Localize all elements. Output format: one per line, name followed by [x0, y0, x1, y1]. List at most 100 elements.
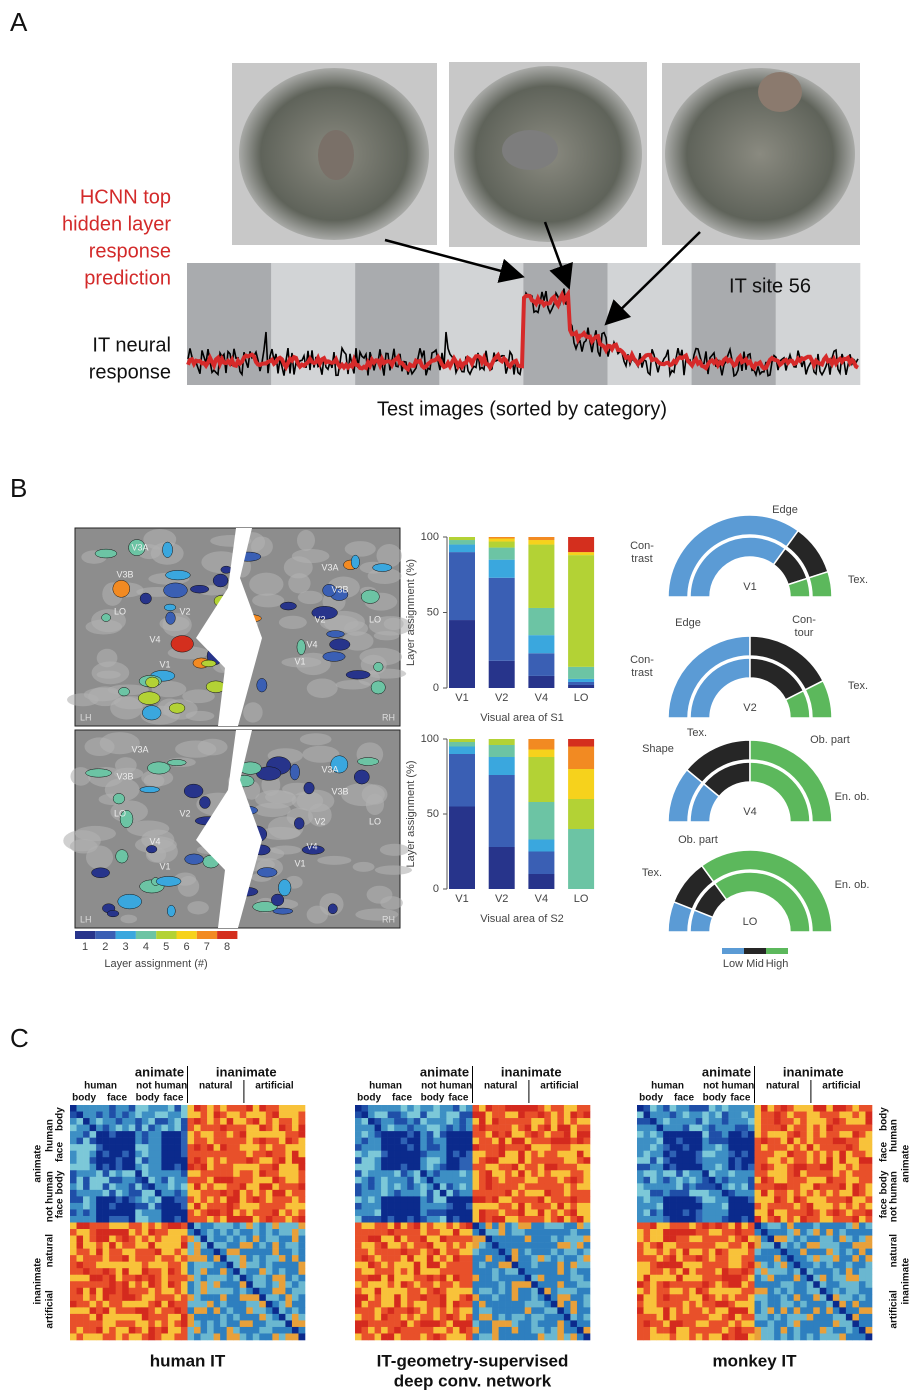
matrix-cell — [865, 1320, 872, 1327]
matrix-cell — [148, 1177, 155, 1184]
matrix-cell — [174, 1236, 181, 1243]
matrix-cell — [298, 1157, 305, 1164]
matrix-cell — [702, 1307, 709, 1314]
matrix-cell — [142, 1138, 149, 1145]
matrix-cell — [388, 1216, 395, 1223]
matrix-cell — [459, 1320, 466, 1327]
matrix-cell — [813, 1112, 820, 1119]
matrix-cell — [768, 1223, 775, 1230]
matrix-cell — [525, 1138, 532, 1145]
matrix-cell — [433, 1320, 440, 1327]
matrix-cell — [755, 1333, 762, 1340]
matrix-cell — [279, 1105, 286, 1112]
matrix-cell — [70, 1223, 77, 1230]
matrix-cell — [368, 1190, 375, 1197]
matrix-cell — [735, 1242, 742, 1249]
matrix-cell — [148, 1242, 155, 1249]
matrix-cell — [161, 1242, 168, 1249]
matrix-cell — [122, 1301, 129, 1308]
matrix-cell — [375, 1144, 382, 1151]
matrix-cell — [676, 1170, 683, 1177]
matrix-cell — [362, 1275, 369, 1282]
matrix-cell — [233, 1333, 240, 1340]
matrix-cell — [637, 1144, 644, 1151]
matrix-cell — [201, 1216, 208, 1223]
activation-blob — [138, 692, 160, 705]
matrix-cell — [201, 1294, 208, 1301]
matrix-cell — [259, 1223, 266, 1230]
matrix-cell — [820, 1275, 827, 1282]
matrix-cell — [663, 1301, 670, 1308]
matrix-cell — [285, 1183, 292, 1190]
matrix-cell — [188, 1281, 195, 1288]
matrix-cell — [735, 1144, 742, 1151]
matrix-cell — [479, 1138, 486, 1145]
matrix-cell — [800, 1170, 807, 1177]
matrix-cell — [285, 1125, 292, 1132]
matrix-cell — [570, 1281, 577, 1288]
matrix-cell — [401, 1249, 408, 1256]
matrix-cell — [538, 1223, 545, 1230]
activation-blob — [373, 564, 392, 572]
matrix-cell — [188, 1294, 195, 1301]
matrix-cell — [207, 1138, 214, 1145]
matrix-cell — [761, 1307, 768, 1314]
matrix-cell — [433, 1268, 440, 1275]
matrix-cell — [388, 1294, 395, 1301]
matrix-cell — [446, 1333, 453, 1340]
matrix-cell — [735, 1301, 742, 1308]
feature-label: Ob. part — [810, 734, 850, 746]
matrix-cell — [813, 1229, 820, 1236]
matrix-cell — [473, 1333, 480, 1340]
matrix-cell — [722, 1157, 729, 1164]
matrix-cell — [787, 1327, 794, 1334]
matrix-cell — [807, 1320, 814, 1327]
matrix-cell — [551, 1177, 558, 1184]
matrix-cell — [233, 1177, 240, 1184]
bar-segment — [489, 537, 515, 539]
matrix-cell — [544, 1209, 551, 1216]
matrix-cell — [181, 1177, 188, 1184]
matrix-cell — [414, 1112, 421, 1119]
matrix-cell — [676, 1288, 683, 1295]
matrix-cell — [852, 1288, 859, 1295]
matrix-cell — [388, 1333, 395, 1340]
group-label: natural — [45, 1234, 56, 1268]
matrix-cell — [813, 1203, 820, 1210]
matrix-cell — [375, 1262, 382, 1269]
matrix-cell — [459, 1151, 466, 1158]
matrix-cell — [433, 1255, 440, 1262]
matrix-cell — [420, 1281, 427, 1288]
matrix-cell — [473, 1144, 480, 1151]
matrix-cell — [479, 1164, 486, 1171]
matrix-cell — [194, 1307, 201, 1314]
matrix-cell — [142, 1262, 149, 1269]
activation-blob — [257, 678, 267, 692]
matrix-cell — [77, 1177, 84, 1184]
matrix-cell — [846, 1177, 853, 1184]
matrix-cell — [564, 1112, 571, 1119]
matrix-cell — [492, 1294, 499, 1301]
matrix-cell — [355, 1112, 362, 1119]
colorbar-swatch — [156, 931, 176, 939]
matrix-cell — [839, 1320, 846, 1327]
matrix-cell — [525, 1281, 532, 1288]
matrix-cell — [70, 1320, 77, 1327]
matrix-cell — [689, 1236, 696, 1243]
matrix-cell — [253, 1262, 260, 1269]
matrix-cell — [852, 1301, 859, 1308]
matrix-cell — [551, 1216, 558, 1223]
matrix-cell — [833, 1242, 840, 1249]
matrix-cell — [292, 1236, 299, 1243]
cortex-texture — [353, 862, 375, 872]
matrix-cell — [394, 1209, 401, 1216]
matrix-cell — [161, 1177, 168, 1184]
matrix-cell — [103, 1262, 110, 1269]
matrix-cell — [420, 1138, 427, 1145]
matrix-cell — [292, 1333, 299, 1340]
matrix-cell — [544, 1333, 551, 1340]
matrix-cell — [696, 1262, 703, 1269]
matrix-cell — [155, 1118, 162, 1125]
matrix-cell — [103, 1190, 110, 1197]
matrix-cell — [794, 1203, 801, 1210]
